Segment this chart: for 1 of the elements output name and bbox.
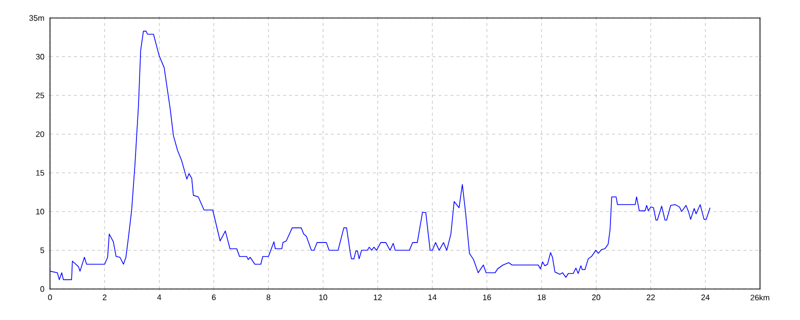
- line-series: [50, 30, 710, 280]
